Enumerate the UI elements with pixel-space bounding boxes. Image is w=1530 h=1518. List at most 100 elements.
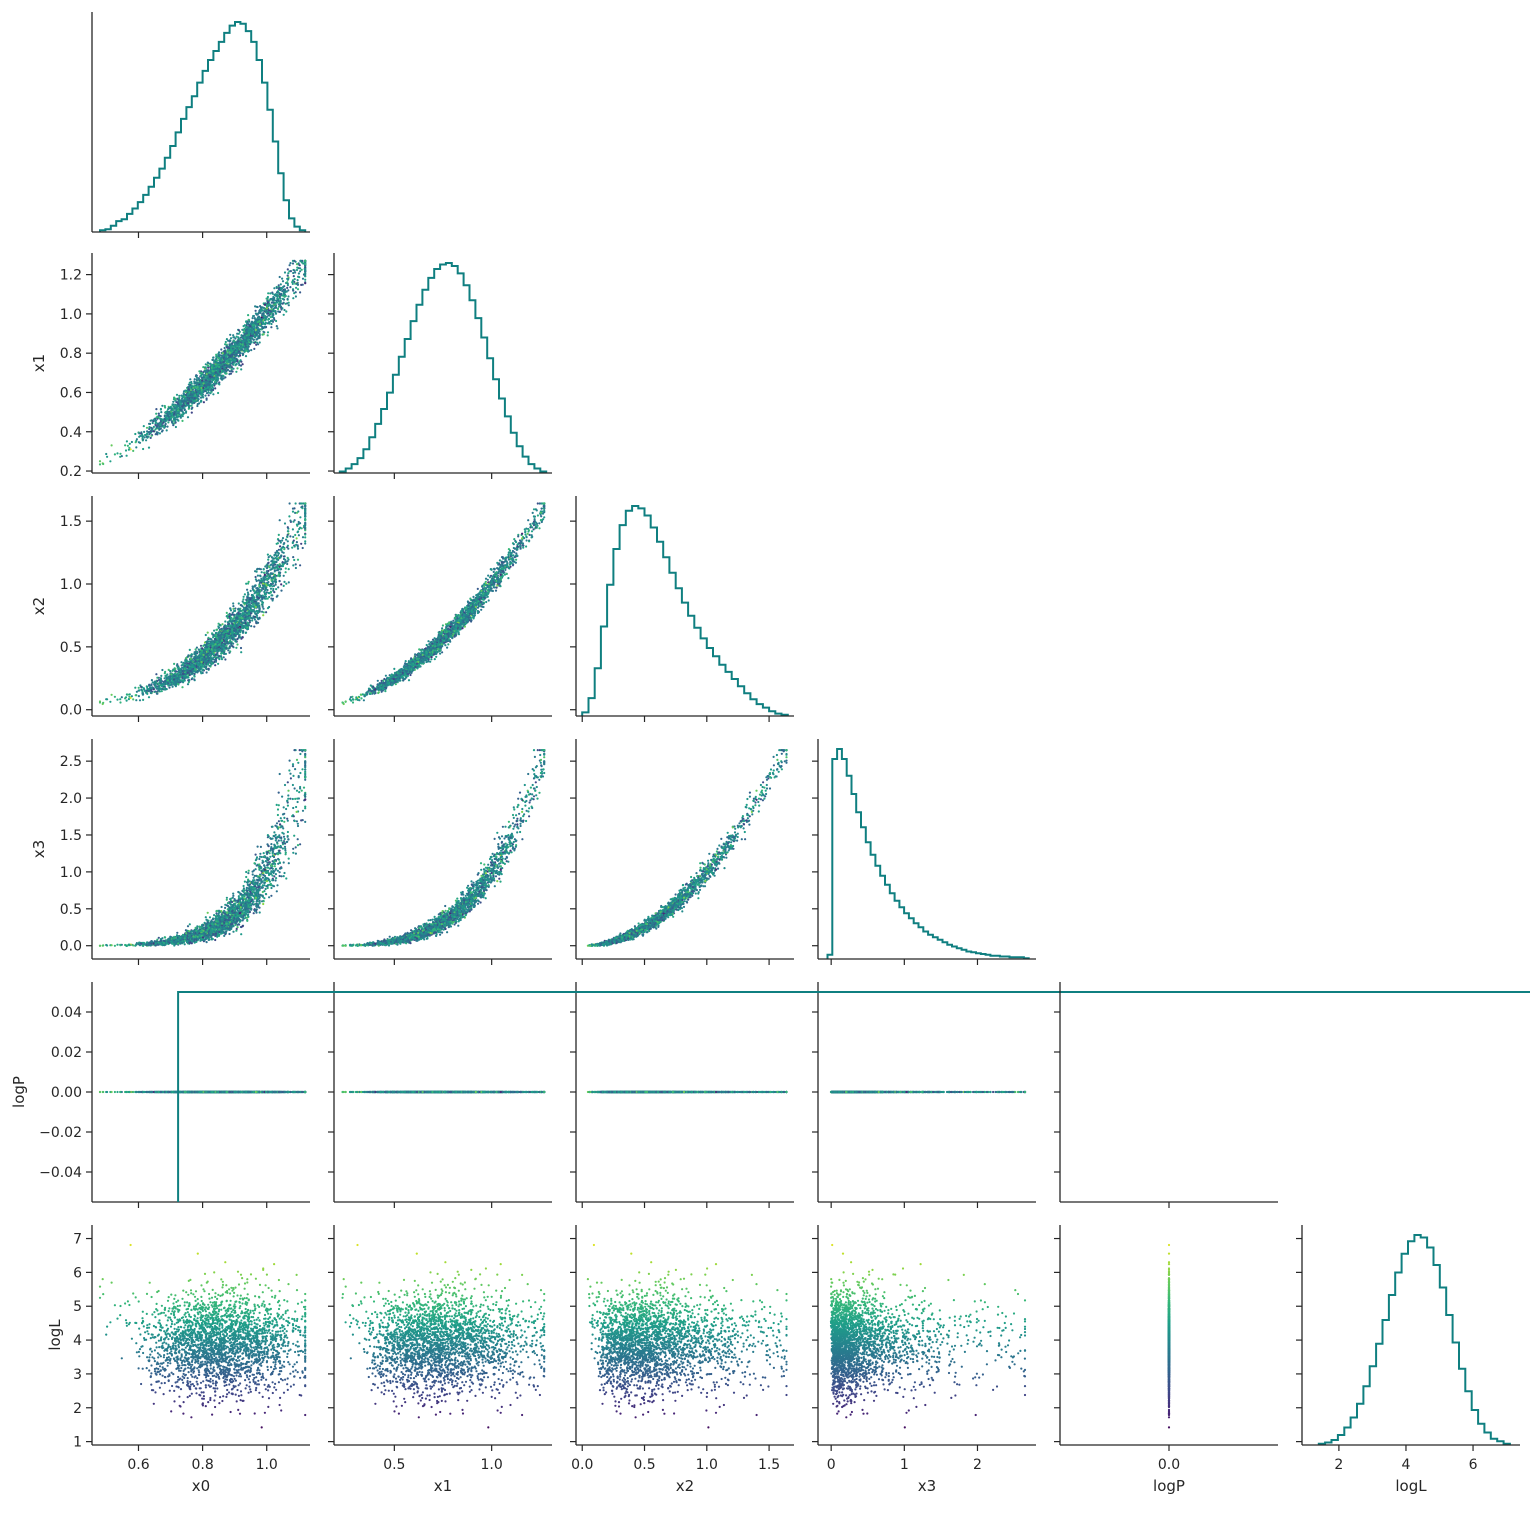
scatter-point [229, 334, 231, 336]
scatter-point [191, 402, 193, 404]
scatter-point [296, 267, 298, 269]
scatter-point [197, 390, 199, 392]
scatter-point [146, 430, 148, 432]
scatter-point [124, 444, 126, 446]
scatter-point [200, 387, 202, 389]
scatter-point [280, 287, 282, 289]
scatter-point [114, 453, 116, 455]
scatter-point [138, 436, 140, 438]
scatter-point [149, 423, 151, 425]
scatter-point [181, 414, 183, 416]
scatter-point [284, 288, 286, 290]
scatter-point [268, 304, 270, 306]
scatter-point [296, 283, 298, 285]
scatter-point [289, 264, 291, 266]
scatter-point [230, 345, 232, 347]
scatter-point [215, 354, 217, 356]
scatter-point [254, 317, 256, 319]
scatter-point [230, 337, 232, 339]
scatter-point [267, 296, 269, 298]
scatter-point [292, 283, 294, 285]
scatter-point [271, 305, 273, 307]
scatter-point [262, 321, 264, 323]
scatter-point [257, 337, 259, 339]
scatter-point [242, 329, 244, 331]
scatter-point [197, 395, 199, 397]
scatter-point [271, 308, 273, 310]
scatter-point [240, 337, 242, 339]
scatter-point [282, 303, 284, 305]
scatter-point [173, 406, 175, 408]
scatter-point [165, 423, 167, 425]
panel-x0-vs-x0 [92, 12, 310, 238]
scatter-point [292, 279, 294, 281]
scatter-point [255, 312, 257, 314]
scatter-point [252, 321, 254, 323]
scatter-point [259, 341, 261, 343]
scatter-point [191, 385, 193, 387]
scatter-point [293, 260, 295, 262]
scatter-point [246, 342, 248, 344]
scatter-point [225, 354, 227, 356]
scatter-point [188, 408, 190, 410]
scatter-point [256, 324, 258, 326]
scatter-point [201, 389, 203, 391]
scatter-point [292, 290, 294, 292]
scatter-point [194, 400, 196, 402]
scatter-point [259, 334, 261, 336]
scatter-point [244, 344, 246, 346]
scatter-point [276, 291, 278, 293]
scatter-point [229, 352, 231, 354]
scatter-point [156, 431, 158, 433]
scatter-point [168, 419, 170, 421]
scatter-point [211, 381, 213, 383]
scatter-point [225, 364, 227, 366]
scatter-point [166, 429, 168, 431]
scatter-point [212, 370, 214, 372]
scatter-point [262, 317, 264, 319]
scatter-point [196, 405, 198, 407]
scatter-point [153, 418, 155, 420]
scatter-point [249, 325, 251, 327]
scatter-point [233, 354, 235, 356]
hist-x0 [100, 22, 305, 232]
scatter-point [225, 341, 227, 343]
scatter-point [289, 262, 291, 264]
scatter-point [282, 298, 284, 300]
scatter-point [262, 314, 264, 316]
scatter-point [267, 301, 269, 303]
scatter-point [299, 260, 301, 262]
scatter-point [302, 278, 304, 280]
scatter-point [176, 394, 178, 396]
scatter-point [128, 449, 130, 451]
scatter-point [287, 275, 289, 277]
scatter-point [131, 441, 133, 443]
scatter-point [224, 376, 226, 378]
scatter-point [283, 309, 285, 311]
scatter-point [142, 448, 144, 450]
scatter-point [287, 268, 289, 270]
scatter-point [240, 368, 242, 370]
scatter-point [255, 344, 257, 346]
scatter-point [134, 433, 136, 435]
scatter-point [164, 415, 166, 417]
scatter-point [211, 389, 213, 391]
scatter-point [250, 349, 252, 351]
scatter-point [152, 422, 154, 424]
scatter-point [171, 420, 173, 422]
scatter-point [255, 310, 257, 312]
scatter-point [282, 280, 284, 282]
scatter-point [253, 339, 255, 341]
scatter-point [161, 430, 163, 432]
scatter-point [155, 413, 157, 415]
scatter-point [157, 416, 159, 418]
scatter-point [111, 444, 113, 446]
scatter-point [245, 355, 247, 357]
scatter-point [222, 354, 224, 356]
scatter-point [242, 353, 244, 355]
scatter-point [296, 269, 298, 271]
scatter-point [140, 432, 142, 434]
scatter-point [249, 343, 251, 345]
scatter-point [274, 310, 276, 312]
scatter-point [225, 370, 227, 372]
